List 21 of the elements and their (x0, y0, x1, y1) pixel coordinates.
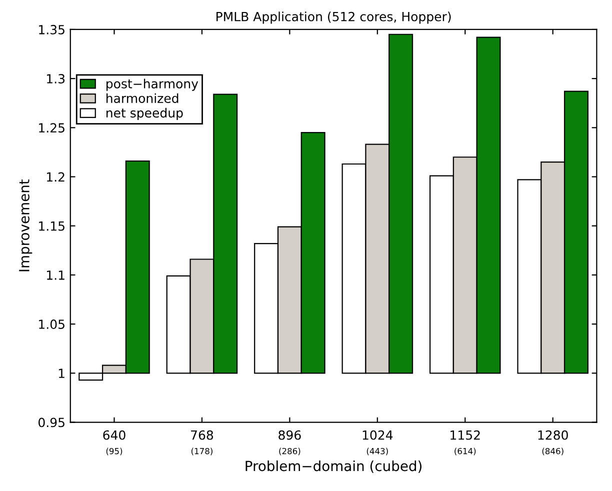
y-tick-label: 1.1 (47, 270, 64, 280)
x-tick-label: 768 (178) (191, 430, 214, 456)
x-tick-label: 1280 (846) (538, 430, 568, 456)
x-tick-label: 1152 (614) (450, 430, 480, 456)
y-tick-label: 0.95 (38, 418, 64, 428)
x-tick-label: 896 (286) (278, 430, 301, 456)
legend-label: harmonized (106, 93, 178, 104)
x-tick-label: 1024 (443) (362, 430, 393, 456)
chart-title: PMLB Application (512 cores, Hopper) (216, 12, 451, 24)
y-axis-title: Improvement (19, 179, 32, 272)
y-tick-label: 1.2 (47, 172, 64, 182)
x-tick-label: 640 (95) (103, 430, 126, 456)
x-axis-title: Problem−domain (cubed) (246, 460, 422, 473)
legend-label: post−harmony (106, 78, 198, 91)
legend-label: net speedup (106, 108, 183, 120)
y-tick-label: 1.3 (47, 74, 65, 84)
y-tick-label: 1.05 (39, 320, 64, 329)
y-tick-label: 1.35 (39, 24, 64, 34)
y-tick-label: 1.15 (39, 221, 64, 231)
y-tick-label: 1.25 (39, 123, 64, 133)
y-tick-label: 1 (58, 368, 64, 378)
